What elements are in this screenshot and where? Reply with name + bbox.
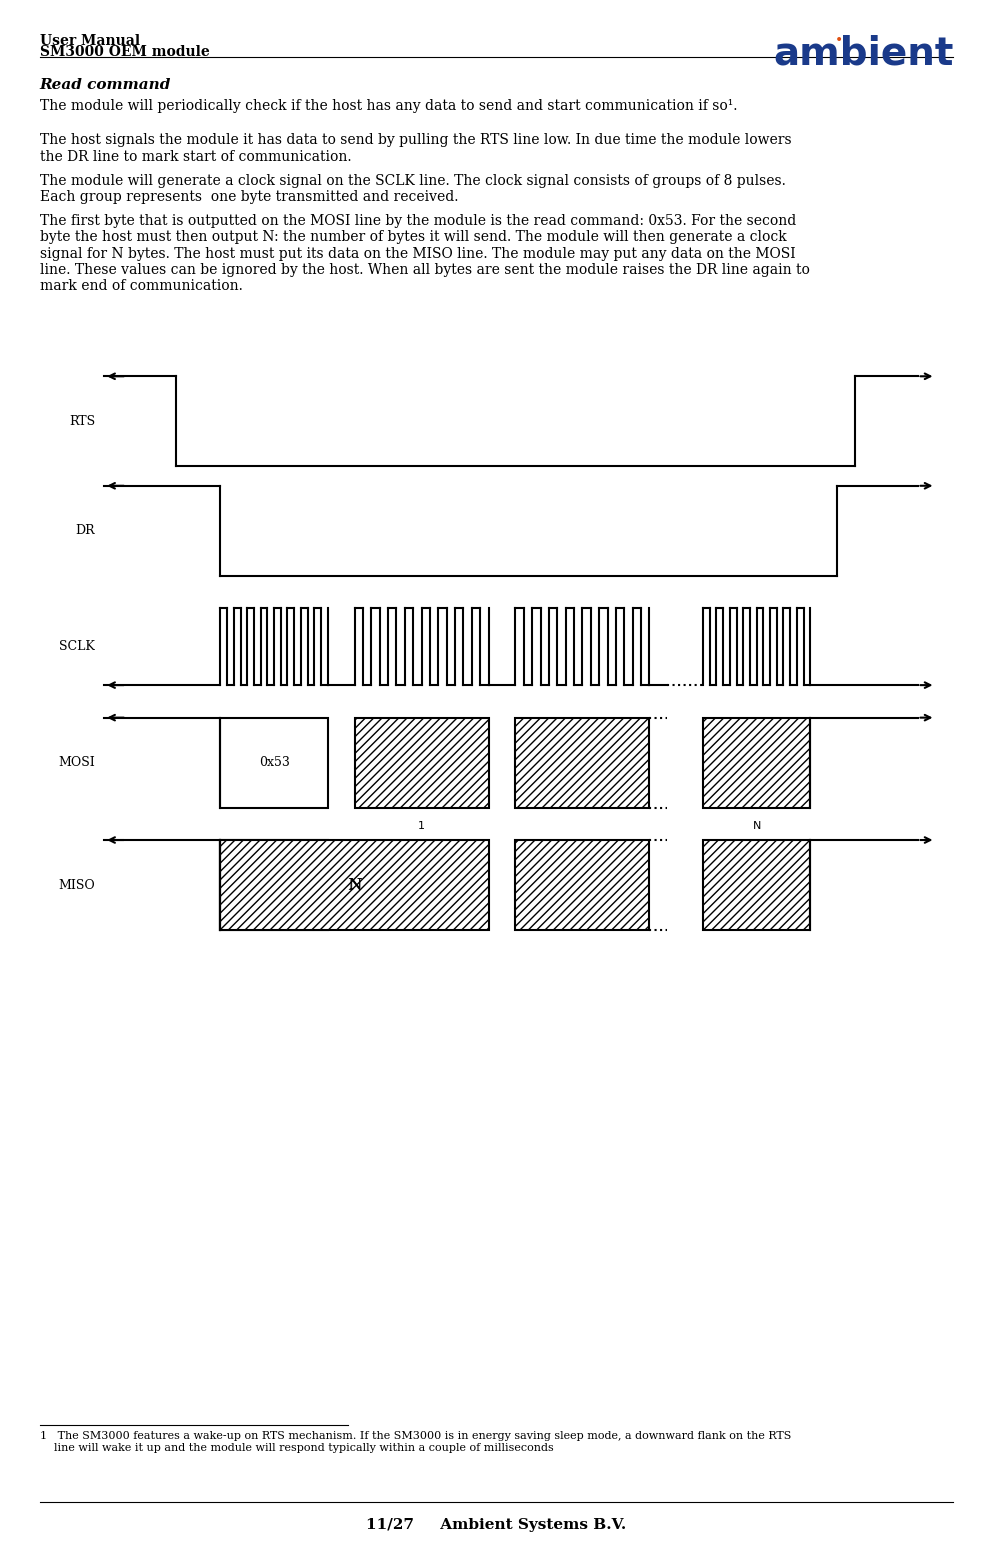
Text: N: N bbox=[753, 821, 761, 830]
Text: The host signals the module it has data to send by pulling the RTS line low. In : The host signals the module it has data … bbox=[40, 133, 791, 163]
Bar bbox=[515, 717, 649, 807]
Text: ambient: ambient bbox=[773, 34, 953, 71]
Text: SM3000 OEM module: SM3000 OEM module bbox=[40, 45, 210, 59]
Text: 1   The SM3000 features a wake-up on RTS mechanism. If the SM3000 is in energy s: 1 The SM3000 features a wake-up on RTS m… bbox=[40, 1431, 791, 1453]
Text: User Manual: User Manual bbox=[40, 34, 140, 48]
Text: 0x53: 0x53 bbox=[258, 756, 290, 770]
Text: MISO: MISO bbox=[59, 878, 95, 891]
Text: SCLK: SCLK bbox=[60, 641, 95, 653]
Text: •: • bbox=[835, 33, 843, 47]
Bar bbox=[703, 717, 810, 807]
Text: The first byte that is outputted on the MOSI line by the module is the read comm: The first byte that is outputted on the … bbox=[40, 214, 809, 293]
Text: 11/27     Ambient Systems B.V.: 11/27 Ambient Systems B.V. bbox=[366, 1518, 627, 1532]
Text: MOSI: MOSI bbox=[59, 756, 95, 770]
Text: N: N bbox=[348, 878, 361, 892]
Text: N: N bbox=[348, 877, 361, 894]
Text: RTS: RTS bbox=[70, 414, 95, 428]
Bar bbox=[220, 717, 328, 807]
Bar bbox=[220, 840, 489, 930]
Bar bbox=[703, 840, 810, 930]
Bar bbox=[355, 717, 489, 807]
Text: The module will periodically check if the host has any data to send and start co: The module will periodically check if th… bbox=[40, 99, 737, 113]
Text: Read command: Read command bbox=[40, 78, 171, 92]
Bar bbox=[220, 840, 328, 930]
Text: The module will generate a clock signal on the SCLK line. The clock signal consi: The module will generate a clock signal … bbox=[40, 174, 785, 203]
Bar bbox=[515, 840, 649, 930]
Text: DR: DR bbox=[75, 525, 95, 537]
Text: 1: 1 bbox=[418, 821, 425, 830]
